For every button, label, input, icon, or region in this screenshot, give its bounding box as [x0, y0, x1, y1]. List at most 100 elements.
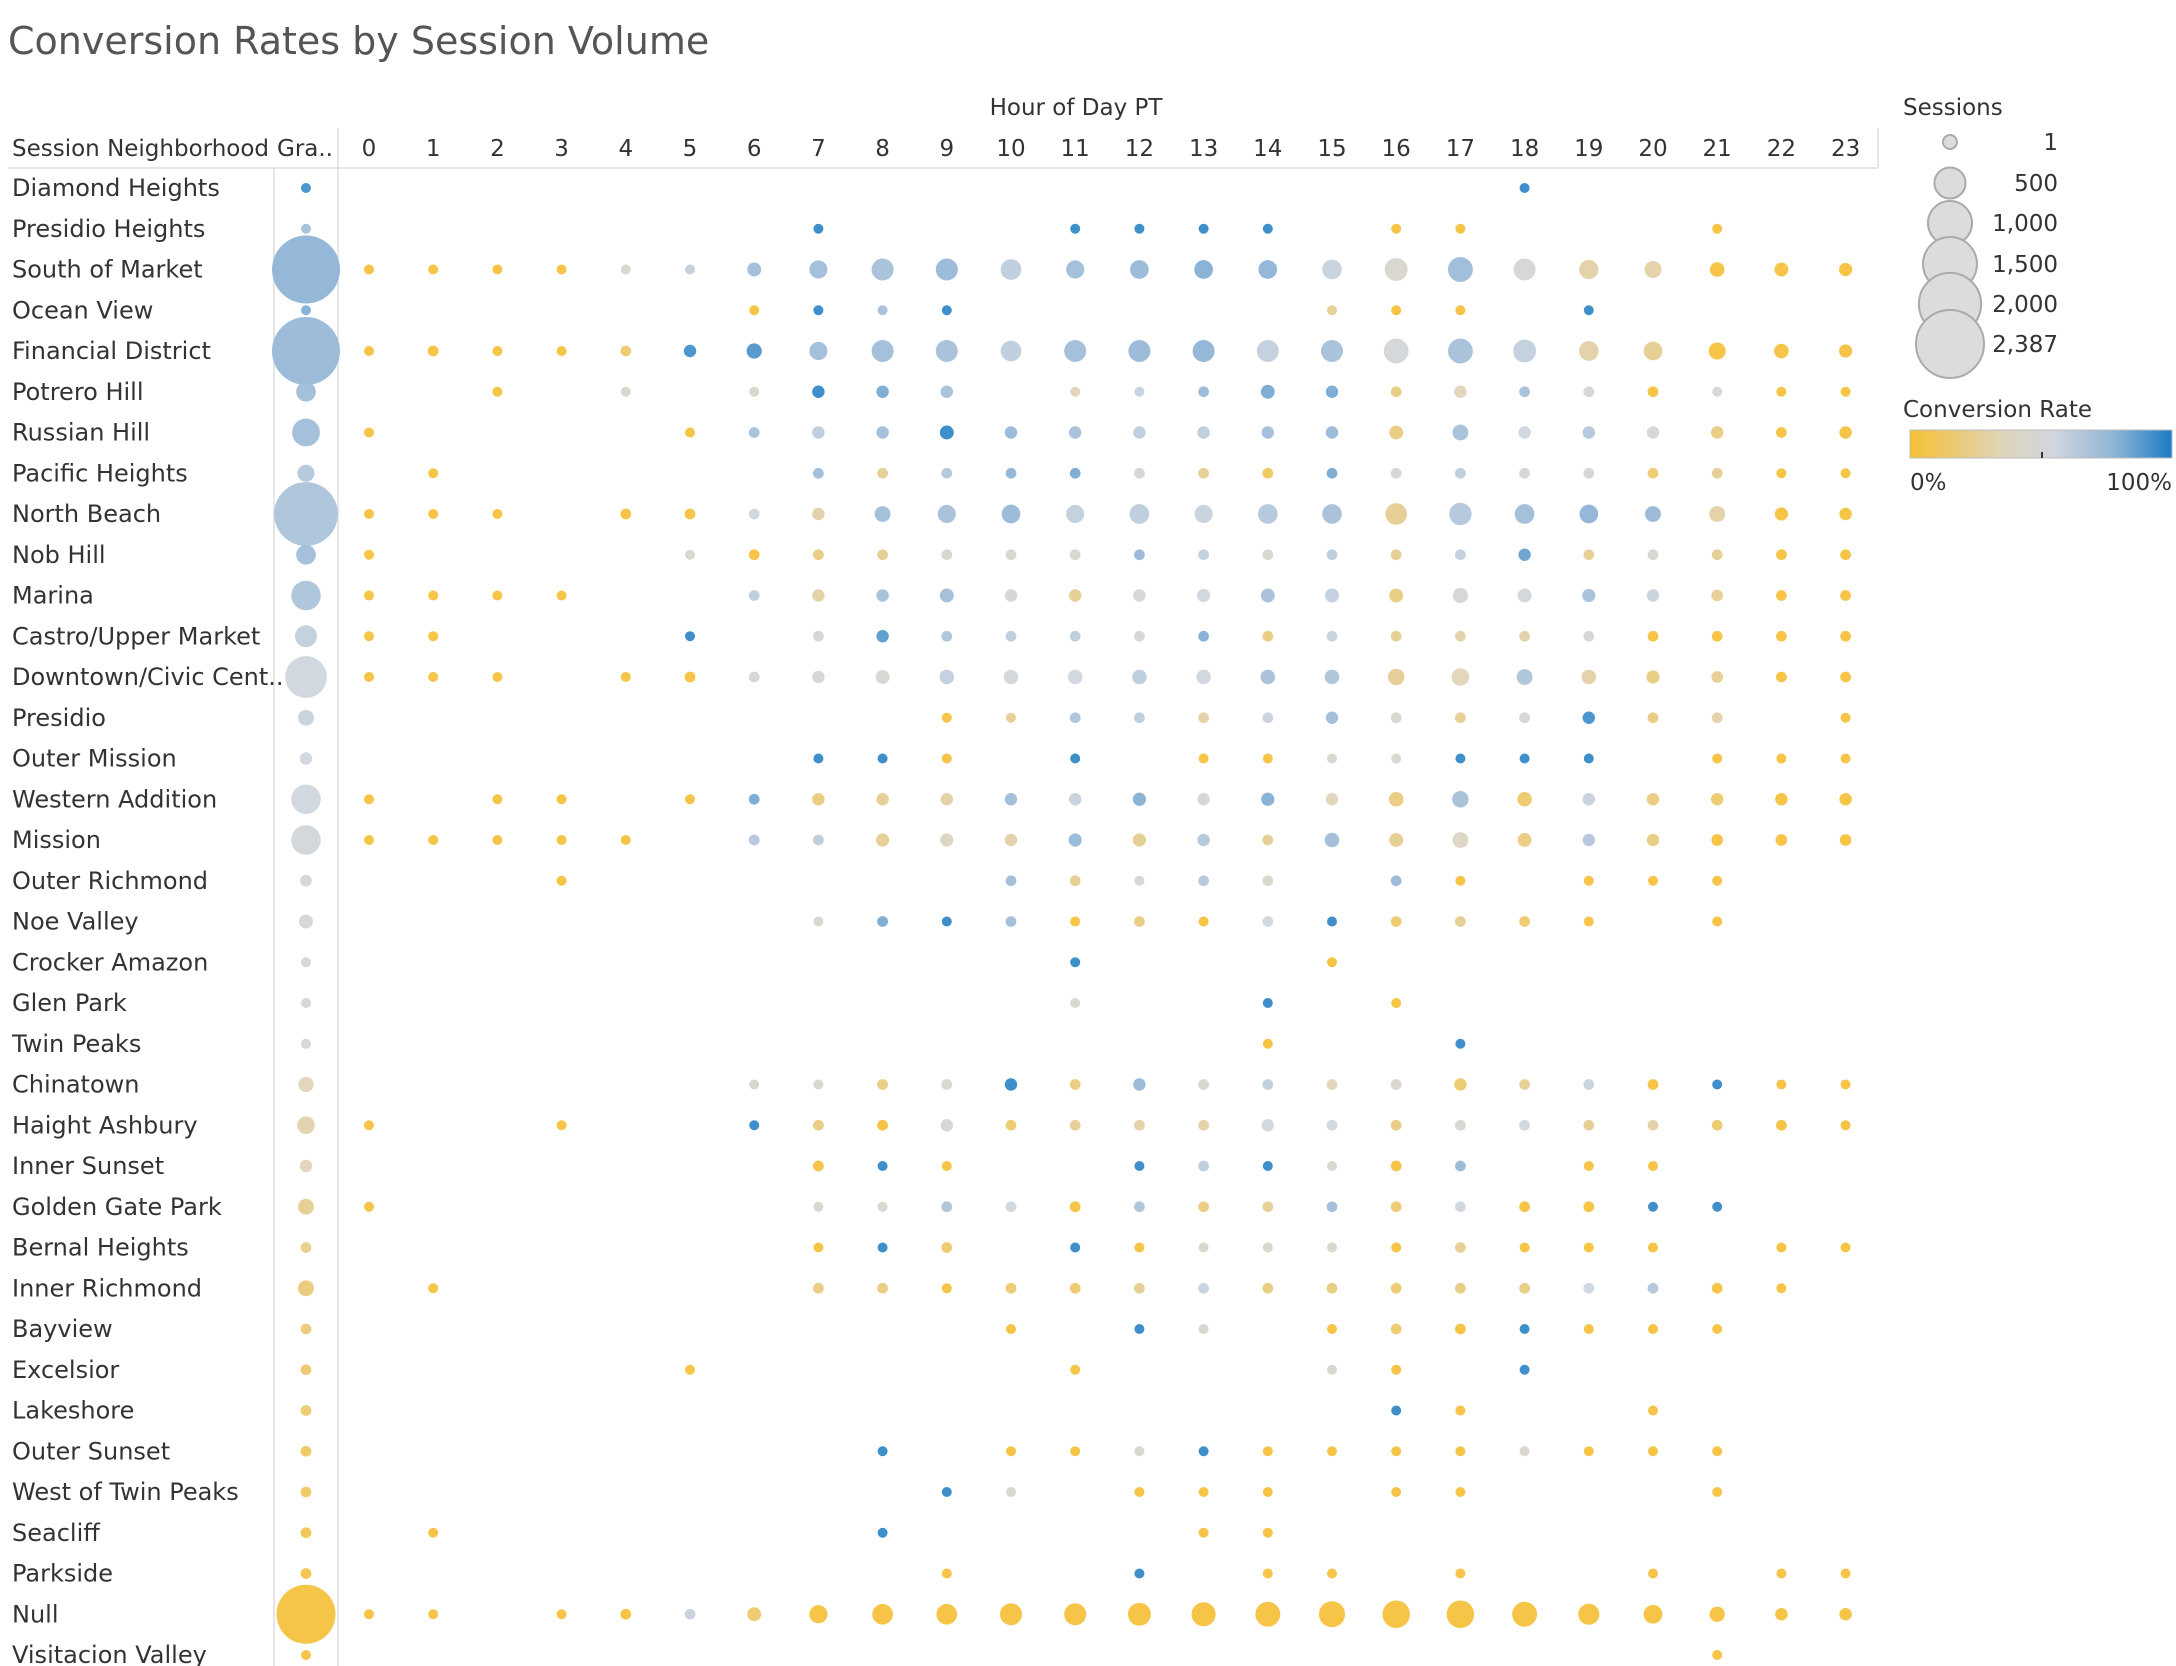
cell-circle-null-h18	[1512, 1601, 1538, 1627]
total-circle-golden-gate-park	[298, 1198, 314, 1215]
cell-circle-downtown-civic-cent-h9	[939, 669, 955, 685]
cell-circle-outer-sunset-h13	[1198, 1446, 1209, 1457]
cell-circle-inner-sunset-h17	[1455, 1160, 1466, 1172]
cell-circle-mission-h4	[620, 835, 631, 845]
cell-circle-presidio-heights-h16	[1391, 223, 1402, 234]
cell-circle-russian-hill-h15	[1325, 426, 1339, 439]
cell-circle-downtown-civic-cent-h23	[1840, 671, 1851, 683]
cell-circle-outer-sunset-h8	[877, 1446, 888, 1457]
row-label-presidio: Presidio	[12, 704, 106, 732]
cell-circle-null-h16	[1382, 1600, 1410, 1628]
cell-circle-downtown-civic-cent-h8	[875, 670, 890, 684]
cell-circle-financial-district-h10	[1000, 340, 1022, 362]
cell-circle-castro-upper-market-h10	[1005, 630, 1017, 642]
cell-circle-outer-mission-h9	[941, 753, 952, 764]
cell-circle-mission-h23	[1839, 834, 1852, 846]
cell-circle-bernal-heights-h13	[1198, 1242, 1209, 1253]
cell-circle-potrero-hill-h23	[1840, 386, 1851, 397]
row-header: Session Neighborhood	[12, 136, 269, 162]
cell-circle-financial-district-h11	[1064, 339, 1087, 363]
cell-circle-outer-mission-h13	[1198, 753, 1209, 764]
cell-circle-western-addition-h22	[1775, 793, 1788, 806]
total-circle-western-addition	[291, 784, 321, 815]
cell-circle-west-of-twin-peaks-h16	[1391, 1487, 1402, 1497]
row-label-inner-richmond: Inner Richmond	[12, 1274, 202, 1302]
cell-circle-inner-richmond-h19	[1583, 1282, 1595, 1294]
cell-circle-outer-richmond-h10	[1005, 875, 1017, 887]
row-label-twin-peaks: Twin Peaks	[11, 1030, 141, 1058]
cell-circle-nob-hill-h8	[877, 549, 888, 561]
cell-circle-seacliff-h13	[1198, 1527, 1209, 1538]
cell-circle-presidio-h17	[1455, 712, 1466, 724]
total-circle-mission	[291, 825, 321, 855]
cell-circle-marina-h15	[1325, 588, 1339, 603]
cell-circle-presidio-h10	[1006, 712, 1016, 723]
cell-circle-north-beach-h20	[1645, 506, 1661, 522]
cell-circle-haight-ashbury-h9	[940, 1119, 954, 1132]
cell-circle-presidio-heights-h11	[1070, 223, 1081, 234]
cell-circle-western-addition-h9	[940, 793, 954, 806]
cell-circle-lakeshore-h20	[1648, 1405, 1658, 1416]
cell-circle-south-of-market-h8	[871, 258, 894, 281]
cell-circle-parkside-h14	[1262, 1568, 1273, 1579]
cell-circle-north-beach-h21	[1709, 506, 1726, 522]
cell-circle-western-addition-h2	[492, 794, 503, 805]
cell-circle-presidio-heights-h7	[813, 223, 824, 234]
cell-circle-chinatown-h10	[1004, 1078, 1018, 1091]
cell-circle-downtown-civic-cent-h5	[684, 671, 696, 683]
cell-circle-financial-district-h9	[935, 339, 958, 363]
cell-circle-nob-hill-h9	[941, 549, 953, 561]
cell-circle-null-h6	[747, 1607, 762, 1622]
cell-circle-null-h14	[1255, 1601, 1281, 1627]
cell-circle-noe-valley-h14	[1262, 916, 1274, 927]
cell-circle-potrero-hill-h21	[1712, 386, 1723, 397]
cell-circle-golden-gate-park-h8	[877, 1201, 888, 1212]
cell-circle-financial-district-h22	[1774, 343, 1789, 359]
cell-circle-russian-hill-h21	[1710, 426, 1724, 439]
cell-circle-castro-upper-market-h7	[813, 630, 824, 642]
cell-circle-glen-park-h16	[1391, 998, 1402, 1008]
cell-circle-golden-gate-park-h9	[941, 1201, 953, 1213]
cell-circle-noe-valley-h16	[1390, 916, 1402, 927]
cell-circle-chinatown-h12	[1133, 1078, 1146, 1091]
cell-circle-south-of-market-h1	[428, 264, 439, 275]
cell-circle-castro-upper-market-h21	[1711, 630, 1723, 642]
cell-circle-ocean-view-h16	[1391, 305, 1402, 316]
total-circle-crocker-amazon	[301, 957, 311, 968]
cell-circle-bernal-heights-h9	[941, 1242, 953, 1253]
hour-tick-23: 23	[1831, 136, 1860, 162]
cell-circle-russian-hill-h12	[1133, 426, 1146, 439]
cell-circle-mission-h7	[813, 834, 824, 846]
cell-circle-pacific-heights-h16	[1390, 467, 1402, 479]
cell-circle-castro-upper-market-h14	[1262, 630, 1274, 642]
cell-circle-ocean-view-h7	[813, 305, 824, 316]
cell-circle-null-h5	[684, 1608, 696, 1620]
cell-circle-russian-hill-h13	[1197, 426, 1210, 439]
cell-circle-noe-valley-h8	[877, 916, 888, 927]
cell-circle-western-addition-h21	[1710, 793, 1724, 806]
cell-circle-null-h17	[1446, 1600, 1475, 1628]
cell-circle-russian-hill-h7	[812, 426, 825, 439]
hour-tick-9: 9	[939, 136, 954, 162]
cell-circle-west-of-twin-peaks-h12	[1134, 1487, 1145, 1497]
cell-circle-potrero-hill-h11	[1070, 386, 1081, 397]
cell-circle-chinatown-h23	[1840, 1079, 1851, 1090]
cell-circle-pacific-heights-h18	[1519, 467, 1530, 479]
cell-circle-parkside-h12	[1134, 1568, 1145, 1579]
cell-circle-west-of-twin-peaks-h13	[1198, 1487, 1209, 1497]
cell-circle-marina-h10	[1004, 589, 1018, 602]
cell-circle-inner-sunset-h19	[1583, 1161, 1594, 1171]
cell-circle-ocean-view-h6	[749, 305, 760, 316]
cell-circle-outer-sunset-h15	[1327, 1446, 1337, 1457]
cell-circle-castro-upper-market-h13	[1198, 630, 1209, 642]
hour-tick-7: 7	[811, 136, 826, 162]
cell-circle-downtown-civic-cent-h15	[1324, 669, 1340, 685]
session-circles	[272, 183, 1853, 1660]
cell-circle-noe-valley-h9	[941, 916, 952, 927]
cell-circle-downtown-civic-cent-h10	[1003, 669, 1019, 685]
cell-circle-castro-upper-market-h12	[1134, 630, 1145, 642]
cell-circle-parkside-h15	[1327, 1568, 1337, 1579]
cell-circle-golden-gate-park-h14	[1262, 1201, 1274, 1213]
cell-circle-haight-ashbury-h6	[749, 1120, 760, 1131]
cell-circle-north-beach-h12	[1129, 504, 1150, 524]
